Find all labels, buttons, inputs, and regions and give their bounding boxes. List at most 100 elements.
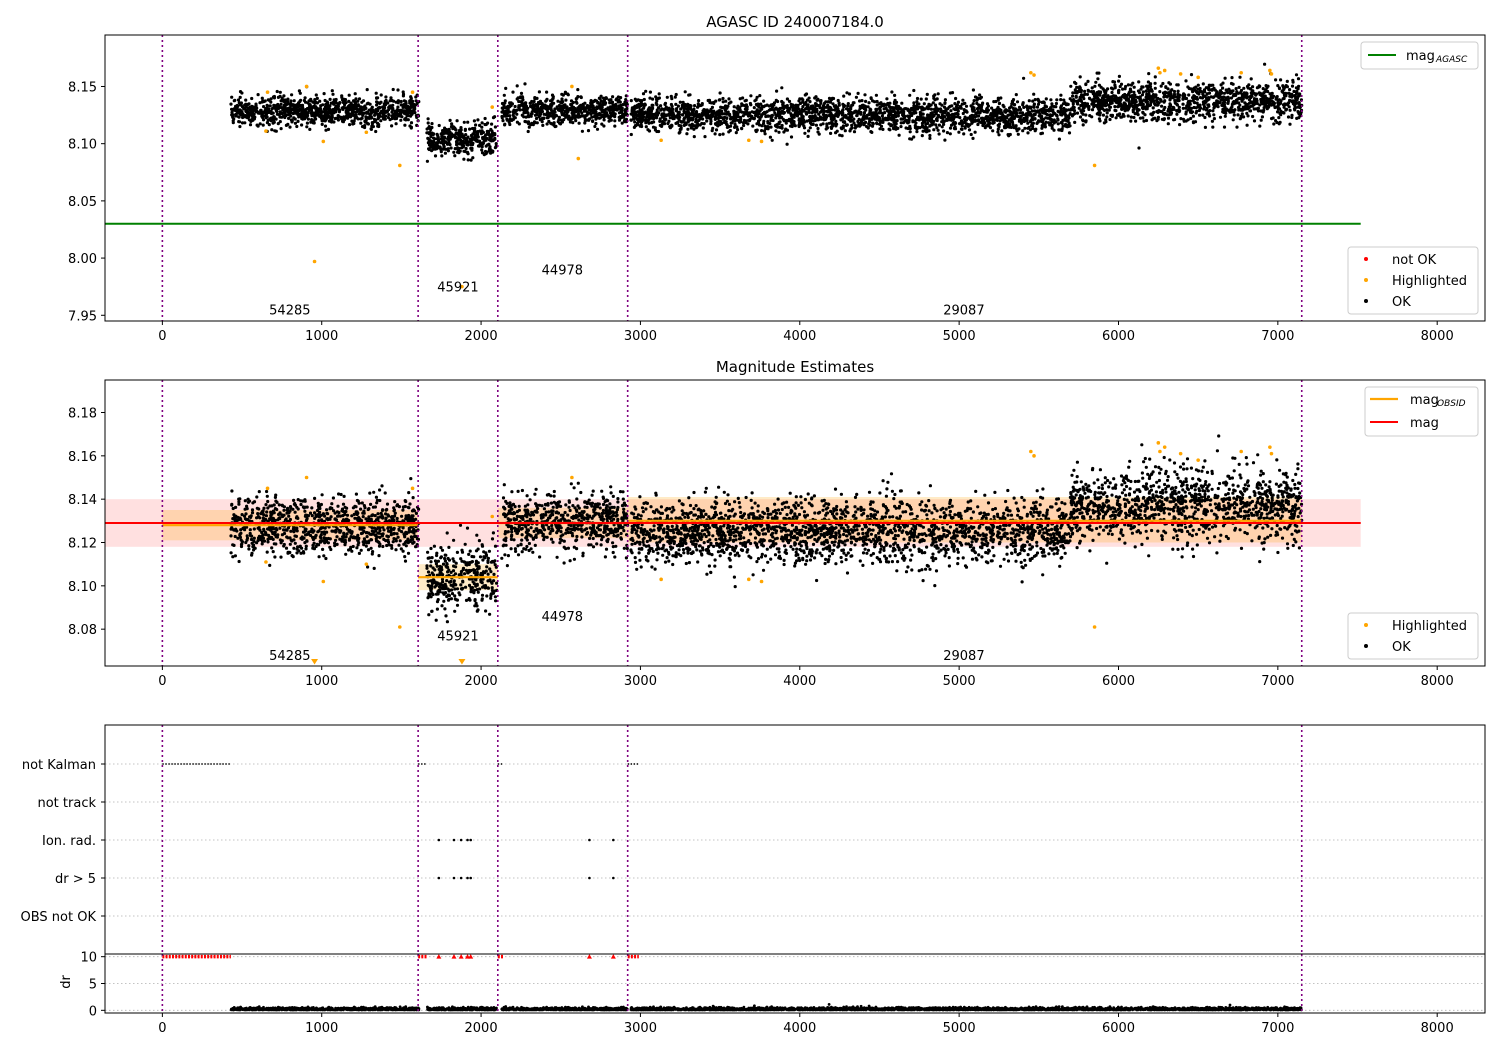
magnitude-highlighted-point (364, 562, 369, 566)
agasc-highlighted-point (1239, 70, 1243, 75)
dr-ok-scatter (229, 1003, 1303, 1012)
magnitude-highlighted-point (398, 625, 402, 629)
magnitude-highlighted-point (264, 560, 268, 564)
magnitude-ytick-label: 8.18 (68, 407, 97, 422)
dr-ytick-label: 5 (89, 978, 97, 993)
agasc-highlighted-point (746, 138, 751, 143)
flag-point (437, 876, 441, 880)
agasc-highlighted-point (1269, 72, 1274, 76)
flag-row-label: Ion. rad. (42, 834, 96, 849)
agasc-legend-bottom (1347, 246, 1479, 315)
agasc-highlighted-point (398, 163, 402, 168)
magnitude-ok-scatter (229, 434, 1304, 624)
magnitude-axes-frame (104, 379, 1486, 667)
agasc-panel: AGASC ID 240007184.0 54285 45921 44978 2908… (68, 13, 1486, 344)
flag-point (466, 838, 469, 842)
dr-xtick-label: 1000 (305, 1021, 338, 1036)
agasc-legend-marker (1364, 299, 1368, 303)
agasc-highlighted-point (1156, 66, 1161, 70)
dr-points (162, 954, 1303, 1012)
dr-clipped-point (610, 954, 616, 959)
mag-agasc-legend-label: mag (1406, 49, 1435, 64)
magnitude-highlighted-point (1029, 449, 1033, 454)
magnitude-panel-title: Magnitude Estimates (716, 358, 874, 376)
magnitude-highlighted-points (264, 441, 1274, 629)
agasc-highlighted-point (265, 90, 270, 94)
flag-point (437, 838, 441, 842)
flag-point (469, 876, 473, 880)
agasc-legend-top (1360, 41, 1479, 70)
agasc-highlighted-point (1268, 68, 1272, 73)
obsid-label: 44978 (542, 610, 583, 625)
magnitude-ytick-label: 8.08 (68, 623, 97, 638)
obsid-label: 45921 (437, 281, 478, 296)
magnitude-ytick-label: 8.10 (68, 580, 97, 595)
flag-point (612, 876, 615, 880)
agasc-highlighted-point (570, 84, 574, 89)
magnitude-highlighted-point (304, 475, 309, 480)
obsid-label: 29087 (943, 649, 984, 664)
dr-xtick-label: 5000 (943, 1021, 976, 1036)
magnitude-ytick-label: 8.14 (68, 493, 97, 508)
dr-xtick-label: 4000 (783, 1021, 816, 1036)
magnitude-legend-label: Highlighted (1392, 619, 1467, 634)
flag-row-label: not Kalman (22, 758, 96, 773)
dr-clipped-point (468, 954, 474, 959)
flag-point (466, 876, 469, 880)
agasc-highlighted-point (1178, 72, 1183, 76)
agasc-legend-marker (1364, 278, 1368, 282)
magnitude-legend-bottom (1347, 612, 1479, 660)
magnitude-xtick-label: 2000 (465, 674, 498, 689)
obsid-label: 45921 (437, 630, 478, 645)
magnitude-ok-points (229, 434, 1304, 624)
obsid-label: 44978 (542, 264, 583, 279)
offscale-marker (311, 659, 319, 665)
agasc-ytick-label: 8.10 (68, 138, 97, 153)
agasc-highlighted-point (264, 129, 268, 133)
agasc-xtick-label: 1000 (305, 329, 338, 344)
agasc-axes-frame (104, 34, 1486, 322)
agasc-highlighted-point (460, 284, 464, 289)
agasc-highlighted-point (312, 259, 317, 264)
flag-point (588, 838, 591, 842)
magnitude-estimates-panel: Magnitude Estimates 54285 45921 44978 29087… (68, 358, 1486, 689)
agasc-xtick-label: 0 (158, 329, 166, 344)
magnitude-highlighted-point (1158, 449, 1162, 454)
agasc-xtick-label: 6000 (1102, 329, 1135, 344)
agasc-highlighted-point (576, 156, 581, 161)
magnitude-xtick-label: 1000 (305, 674, 338, 689)
agasc-ok-points (229, 62, 1304, 163)
flag-point (459, 838, 463, 842)
dr-clipped-point (465, 954, 471, 959)
obsid-label: 54285 (269, 304, 310, 319)
agasc-xtick-label: 3000 (624, 329, 657, 344)
magnitude-legend-label: OK (1392, 640, 1411, 655)
agasc-highlighted-point (304, 84, 309, 89)
magnitude-highlighted-point (410, 486, 415, 491)
dr-xtick-label: 2000 (465, 1021, 498, 1036)
agasc-legend-label: not OK (1392, 253, 1437, 268)
magnitude-highlighted-point (659, 577, 663, 582)
mag-legend-label: mag (1410, 416, 1439, 431)
offscale-marker (458, 659, 466, 665)
agasc-ytick-label: 8.00 (68, 252, 97, 267)
magnitude-ytick-label: 8.12 (68, 537, 97, 552)
magnitude-highlighted-point (746, 577, 751, 582)
dr-ytick-label: 0 (89, 1004, 97, 1019)
magnitude-xtick-label: 8000 (1421, 674, 1454, 689)
mag-obsid-legend-label: mag (1410, 393, 1439, 408)
magnitude-highlighted-point (490, 514, 495, 519)
dr-clipped-point (451, 954, 457, 959)
flag-row-label: not track (37, 796, 96, 811)
agasc-highlighted-point (759, 139, 764, 144)
magnitude-xtick-label: 4000 (783, 674, 816, 689)
magnitude-highlighted-point (1032, 454, 1036, 458)
mag-agasc-legend-subscript: AGASC (1435, 55, 1468, 65)
magnitude-highlighted-point (265, 486, 270, 491)
dr-xtick-label: 6000 (1102, 1021, 1135, 1036)
agasc-highlighted-point (1162, 68, 1167, 73)
flag-row-label: OBS not OK (21, 910, 97, 925)
flag-points (162, 763, 639, 880)
dr-xtick-label: 0 (158, 1021, 166, 1036)
magnitude-highlighted-point (1196, 458, 1200, 462)
